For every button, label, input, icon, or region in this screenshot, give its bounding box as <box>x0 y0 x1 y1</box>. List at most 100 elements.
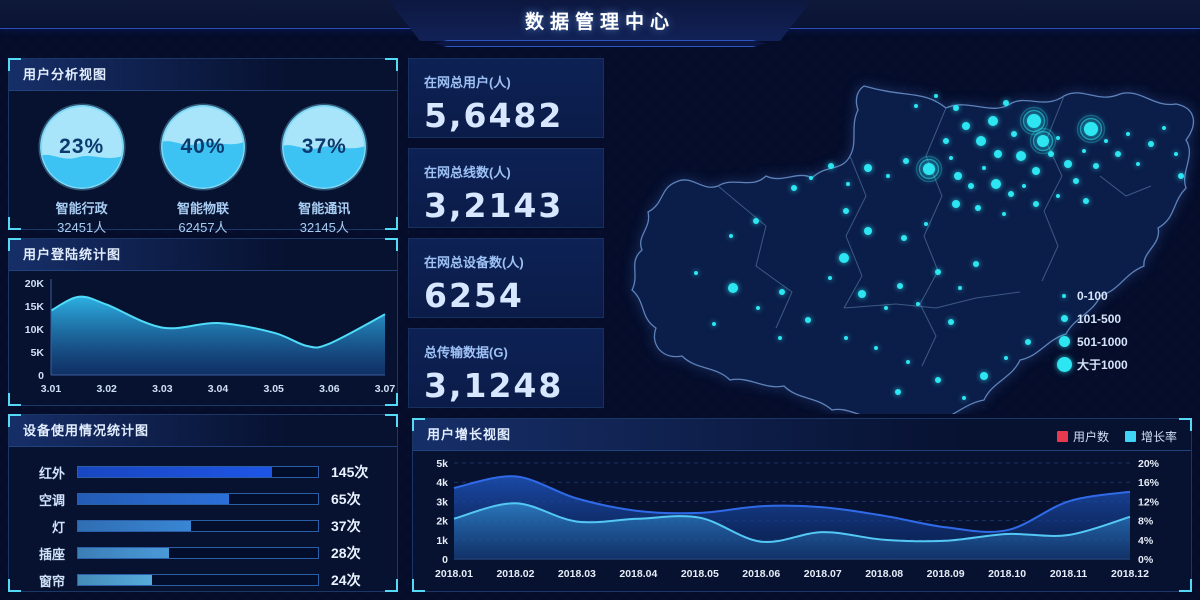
map-dot[interactable] <box>1178 173 1184 179</box>
map-dot[interactable] <box>1162 126 1166 130</box>
map-dot[interactable] <box>901 235 907 241</box>
map-dot[interactable] <box>1064 160 1072 168</box>
legend-item-growth-rate[interactable]: 增长率 <box>1124 428 1177 445</box>
map-dot[interactable] <box>1033 201 1039 207</box>
map-dot[interactable] <box>828 276 832 280</box>
map-dot[interactable] <box>828 163 834 169</box>
map-dot[interactable] <box>1002 212 1006 216</box>
map-dot[interactable] <box>843 208 849 214</box>
map-dot[interactable] <box>962 122 970 130</box>
map-dot[interactable] <box>1126 132 1130 136</box>
map-dot[interactable] <box>934 94 938 98</box>
map-dot[interactable] <box>1083 198 1089 204</box>
map-dot[interactable] <box>753 218 759 224</box>
map-dot[interactable] <box>935 269 941 275</box>
map-dot[interactable] <box>712 322 716 326</box>
map-dot[interactable] <box>1056 194 1060 198</box>
liquid-gauge[interactable]: 37% 智能通讯 32145人 <box>272 103 376 236</box>
map-dot[interactable] <box>980 372 988 380</box>
map-dot[interactable] <box>895 389 901 395</box>
map-legend-item[interactable]: 101-500 <box>1051 307 1128 330</box>
map-dot[interactable] <box>1174 152 1178 156</box>
map-dot[interactable] <box>958 286 962 290</box>
map-dot[interactable] <box>886 174 890 178</box>
map-dot[interactable] <box>952 200 960 208</box>
map-dot[interactable] <box>1004 356 1008 360</box>
map-dot[interactable] <box>1008 191 1014 197</box>
map-dot[interactable] <box>729 234 733 238</box>
map-dot[interactable] <box>1037 135 1049 147</box>
map-legend-item[interactable]: 大于1000 <box>1051 353 1128 376</box>
map-dot[interactable] <box>778 336 782 340</box>
device-bar-track[interactable] <box>77 574 319 586</box>
map-dot[interactable] <box>924 222 928 226</box>
map-dot[interactable] <box>805 317 811 323</box>
map-dot[interactable] <box>988 116 998 126</box>
map-dot[interactable] <box>943 138 949 144</box>
map-dot[interactable] <box>982 166 986 170</box>
liquid-gauge[interactable]: 40% 智能物联 62457人 <box>151 103 255 236</box>
device-bar-track[interactable] <box>77 547 319 559</box>
map-dot[interactable] <box>864 164 872 172</box>
map-dot[interactable] <box>916 302 920 306</box>
map-dot[interactable] <box>1022 184 1026 188</box>
map-legend-item[interactable]: 0-100 <box>1051 284 1128 307</box>
map-dot[interactable] <box>779 289 785 295</box>
map-dot[interactable] <box>948 319 954 325</box>
map-dot[interactable] <box>1025 339 1031 345</box>
map-dot[interactable] <box>1104 139 1108 143</box>
map-canvas[interactable] <box>606 46 1200 414</box>
map-dot[interactable] <box>858 290 866 298</box>
map-dot[interactable] <box>756 306 760 310</box>
map-dot[interactable] <box>864 227 872 235</box>
map-dot[interactable] <box>1082 149 1086 153</box>
map-dot[interactable] <box>973 261 979 267</box>
map-dot[interactable] <box>791 185 797 191</box>
map-dot[interactable] <box>903 158 909 164</box>
map-dot[interactable] <box>906 360 910 364</box>
map-dot[interactable] <box>1084 122 1098 136</box>
map-dot[interactable] <box>954 172 962 180</box>
map-dot[interactable] <box>976 136 986 146</box>
map-dot[interactable] <box>923 163 935 175</box>
device-bar-track[interactable] <box>77 520 319 532</box>
map-dot[interactable] <box>1016 151 1026 161</box>
login-area-chart[interactable]: 0 5K 10K 15K 20K 3.01 3.02 3.03 3.04 3.05 3.06 3.07 <box>9 271 397 403</box>
map-dot[interactable] <box>1136 162 1140 166</box>
map-dot[interactable] <box>839 253 849 263</box>
map-dot[interactable] <box>949 156 953 160</box>
map-dot[interactable] <box>1048 151 1054 157</box>
map-dot[interactable] <box>844 336 848 340</box>
map-dot[interactable] <box>1003 100 1009 106</box>
map-dot[interactable] <box>728 283 738 293</box>
map-dot[interactable] <box>1027 114 1041 128</box>
map-dot[interactable] <box>1056 136 1060 140</box>
liquid-gauge[interactable]: 23% 智能行政 32451人 <box>30 103 134 236</box>
map-dot[interactable] <box>846 182 850 186</box>
map-dot[interactable] <box>975 205 981 211</box>
map-dot[interactable] <box>968 183 974 189</box>
map-dot[interactable] <box>874 346 878 350</box>
map-dot[interactable] <box>1093 163 1099 169</box>
map-dot[interactable] <box>991 179 1001 189</box>
map-region[interactable] <box>631 85 1195 414</box>
legend-item-users[interactable]: 用户数 <box>1056 428 1109 445</box>
device-bar-track[interactable] <box>77 466 319 478</box>
map-dot[interactable] <box>809 176 813 180</box>
map-dot[interactable] <box>953 105 959 111</box>
device-bar-track[interactable] <box>77 493 319 505</box>
map-dot[interactable] <box>884 306 888 310</box>
map-dot[interactable] <box>1148 141 1154 147</box>
map-dot[interactable] <box>914 104 918 108</box>
map-dot[interactable] <box>962 396 966 400</box>
map-legend-item[interactable]: 501-1000 <box>1051 330 1128 353</box>
map-dot[interactable] <box>694 271 698 275</box>
map-dot[interactable] <box>1115 151 1121 157</box>
growth-line-chart[interactable]: 0 1k 2k 3k 4k 5k 0% 4% 8% 12% 16% 20% 2018.01 2018.02… <box>424 455 1180 591</box>
map-dot[interactable] <box>1032 167 1040 175</box>
map-dot[interactable] <box>897 283 903 289</box>
map-dot[interactable] <box>1011 131 1017 137</box>
map-dot[interactable] <box>1073 178 1079 184</box>
map-dot[interactable] <box>994 150 1002 158</box>
map-dot[interactable] <box>935 377 941 383</box>
